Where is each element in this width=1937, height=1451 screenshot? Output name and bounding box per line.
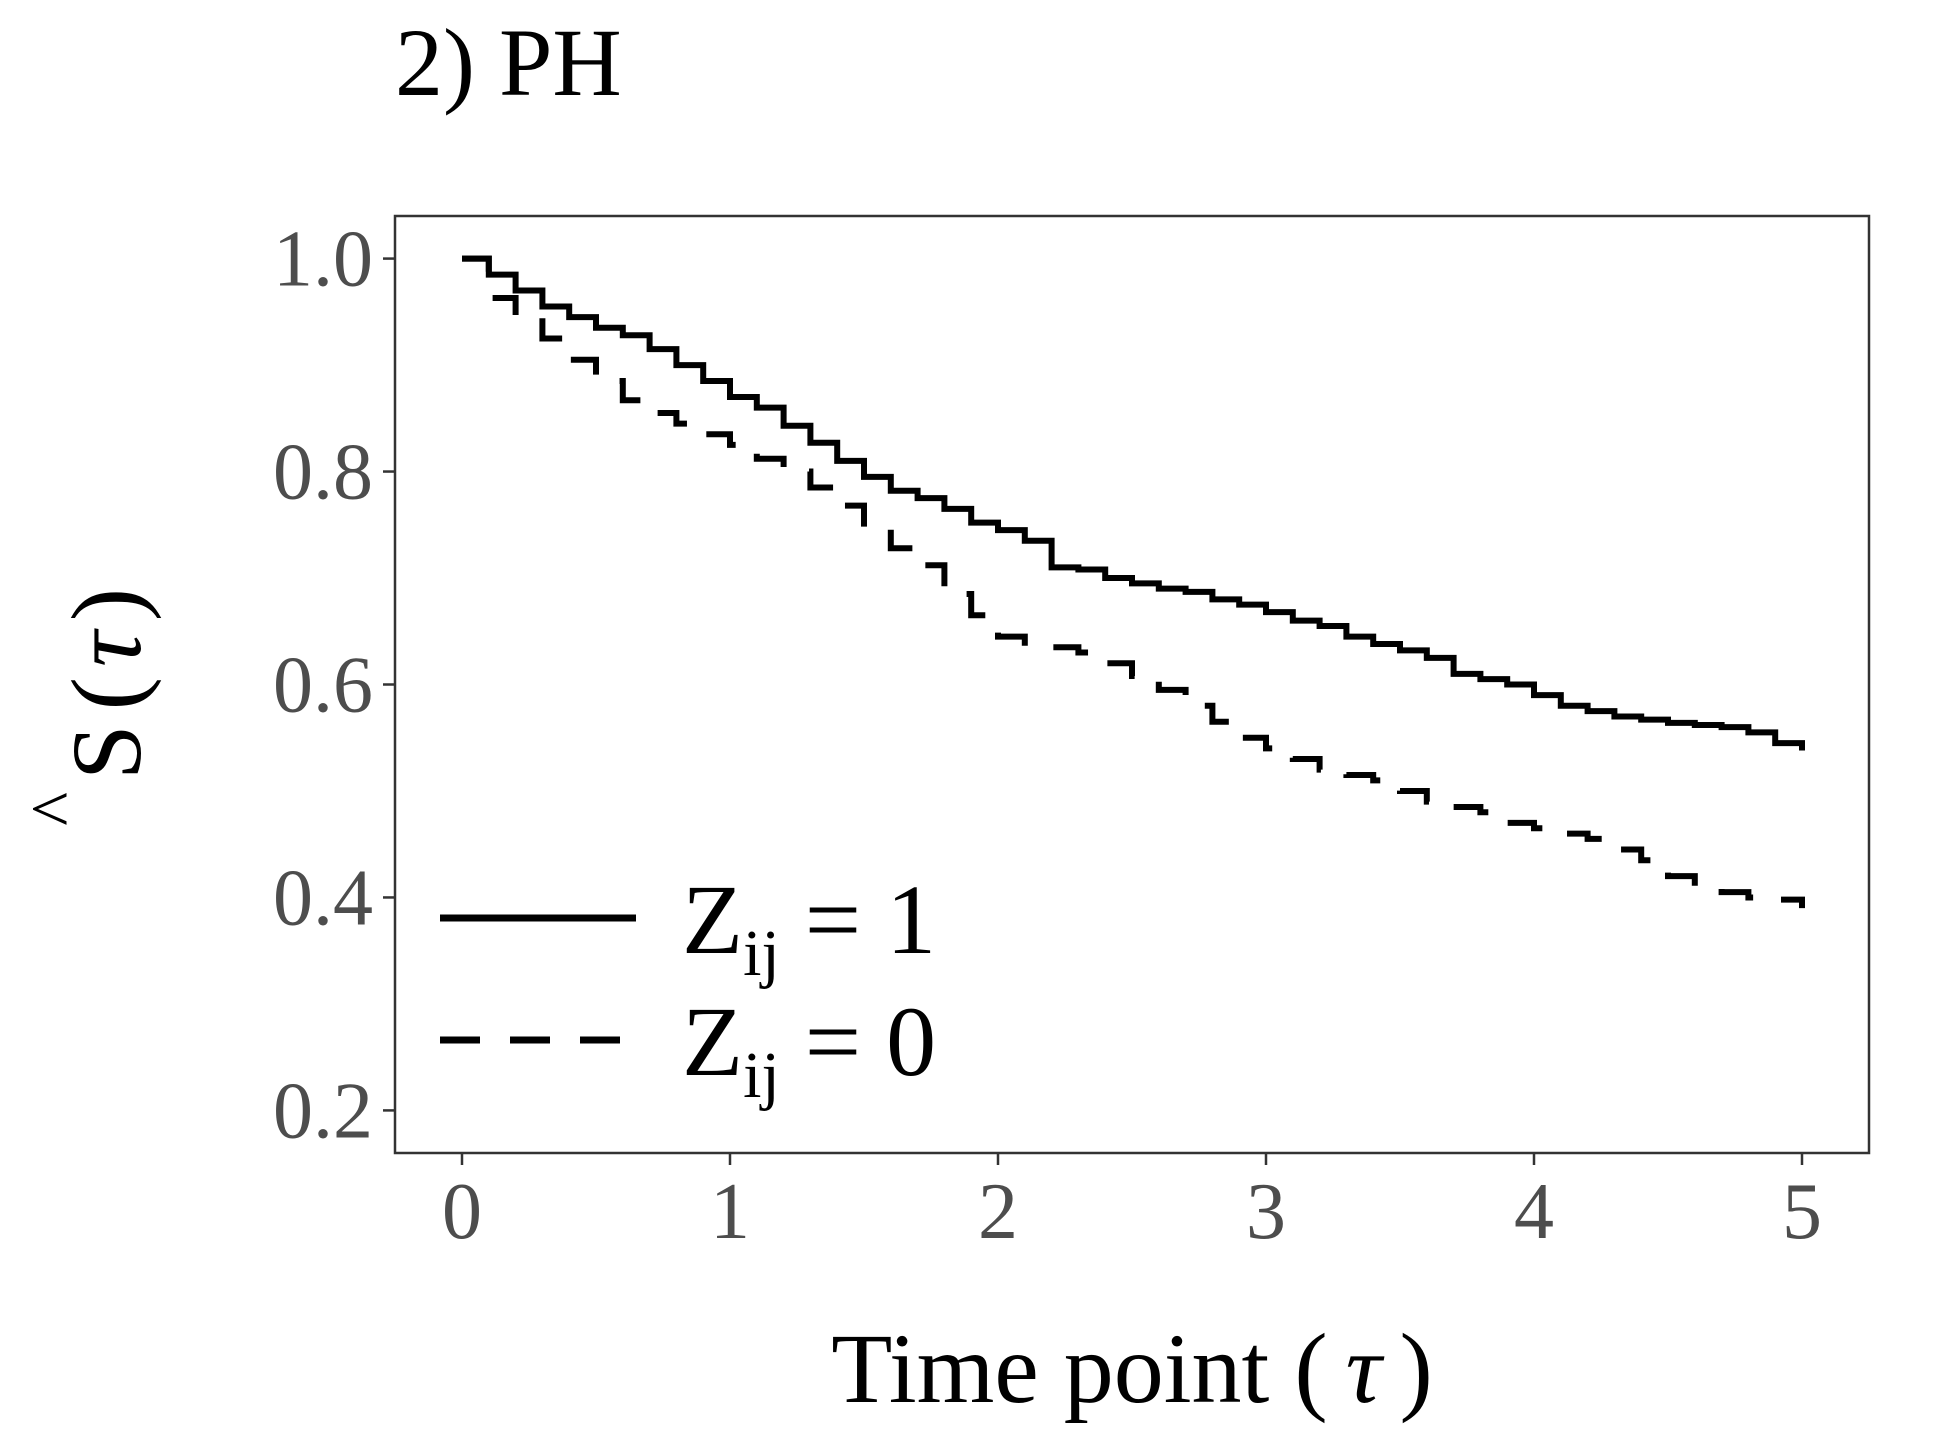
y-tick-label: 0.6 bbox=[273, 642, 373, 730]
plot-lines bbox=[462, 255, 1805, 909]
chart-title: 2) PH bbox=[395, 9, 622, 116]
series-line-1 bbox=[462, 255, 1805, 909]
legend-label-1: Zij = 0 bbox=[682, 986, 936, 1112]
legend-label-sub: ij bbox=[743, 1039, 780, 1112]
y-axis-title-main: S bbox=[51, 724, 162, 780]
legend-label-rest: = 1 bbox=[780, 864, 936, 975]
x-axis: 0 1 2 3 4 5 bbox=[442, 1153, 1822, 1256]
y-axis: 0.2 0.4 0.6 0.8 1.0 bbox=[273, 216, 395, 1155]
y-tick-label: 0.4 bbox=[273, 854, 373, 942]
plot-panel bbox=[393, 214, 1871, 1155]
y-tick-label: 0.8 bbox=[273, 429, 373, 517]
x-tick-label: 0 bbox=[442, 1168, 482, 1256]
legend-label-0: Zij = 1 bbox=[682, 864, 936, 990]
y-tick-label: 0.2 bbox=[273, 1067, 373, 1155]
x-axis-title-close: ) bbox=[1399, 1313, 1432, 1424]
legend-label-base: Z bbox=[682, 986, 743, 1097]
x-tick-label: 3 bbox=[1246, 1168, 1286, 1256]
x-tick-label: 2 bbox=[978, 1168, 1018, 1256]
x-tick-label: 5 bbox=[1782, 1168, 1822, 1256]
x-tick-label: 1 bbox=[710, 1168, 750, 1256]
y-axis-title-open: ( bbox=[51, 677, 162, 710]
svg-text:S(τ): S ( τ) bbox=[51, 588, 162, 780]
legend-label-base: Z bbox=[682, 864, 743, 975]
x-tick-label: 4 bbox=[1514, 1168, 1554, 1256]
y-axis-title-hat: ^ bbox=[16, 792, 96, 826]
x-axis-title: Time point (τ) bbox=[831, 1313, 1433, 1424]
legend-label-rest: = 0 bbox=[780, 986, 936, 1097]
y-axis-title-close: ) bbox=[51, 588, 162, 621]
x-axis-title-main: Time point ( bbox=[831, 1313, 1327, 1424]
y-axis-title-symbol: τ bbox=[51, 628, 162, 667]
y-tick-label: 1.0 bbox=[273, 216, 373, 304]
legend-label-sub: ij bbox=[743, 917, 780, 990]
y-axis-title: S ( τ) ^ bbox=[16, 588, 162, 826]
x-axis-title-symbol: τ bbox=[1346, 1313, 1385, 1424]
series-line-0 bbox=[462, 255, 1805, 751]
